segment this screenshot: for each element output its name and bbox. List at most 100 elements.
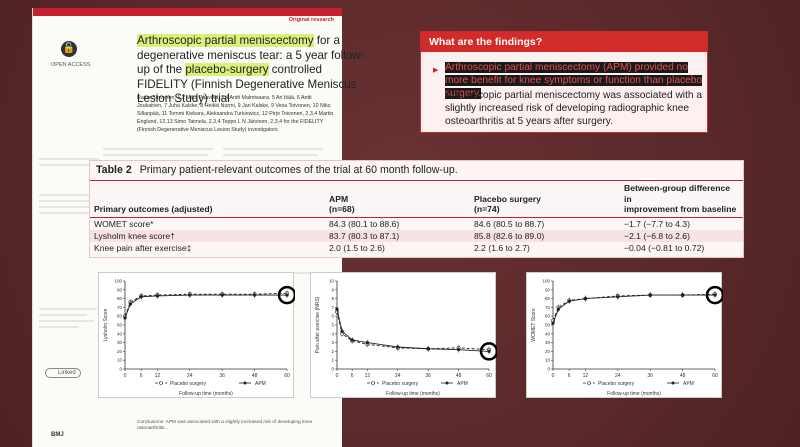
apm-point <box>365 341 369 345</box>
results-table: Primary outcomes (adjusted) APM (n=68) Pl… <box>90 181 743 255</box>
cell-placebo: 85.8 (82.6 to 89.0) <box>470 229 620 242</box>
y-tick-label: 0 <box>547 367 550 372</box>
y-tick-label: 10 <box>545 358 551 363</box>
apm-point <box>487 349 491 353</box>
findings-bullet: Arthroscopic partial meniscectomy (APM) … <box>445 61 707 100</box>
apm-point <box>648 293 652 297</box>
open-access-icon: 🔓 <box>61 41 77 57</box>
table-row: WOMET score* 84.3 (80.1 to 88.6) 84.6 (8… <box>90 217 743 230</box>
y-tick-label: 100 <box>542 279 550 284</box>
apm-point <box>139 295 143 299</box>
y-tick-label: 10 <box>117 358 123 363</box>
apm-point <box>457 348 461 352</box>
apm-point <box>285 293 289 297</box>
legend-apm-marker <box>445 381 449 385</box>
cell-difference: −0.04 (−0.81 to 0.72) <box>620 242 743 255</box>
apm-point <box>155 294 159 298</box>
x-tick-label: 60 <box>712 373 718 379</box>
y-tick-label: 6 <box>331 314 334 319</box>
x-tick-label: 0 <box>552 373 555 379</box>
title-part-1: Arthroscopic partial meniscectomy <box>137 34 314 47</box>
x-tick-label: 24 <box>187 373 193 379</box>
y-axis-label: Lysholm Score <box>103 308 109 341</box>
article-kicker: Original research <box>288 17 334 23</box>
findings-paragraph: Arthroscopic partial meniscectomy was as… <box>445 90 703 127</box>
apm-series-line <box>124 294 287 319</box>
x-tick-label: 12 <box>583 373 589 379</box>
col-header-outcome: Primary outcomes (adjusted) <box>90 181 325 218</box>
x-tick-label: 36 <box>647 373 653 379</box>
cell-placebo: 2.2 (1.6 to 2.7) <box>470 242 620 255</box>
cell-difference: −1.7 (−7.7 to 4.3) <box>620 217 743 230</box>
legend-placebo-label: Placebo surgery <box>598 381 635 387</box>
bullet-arrow-icon: ▶ <box>433 67 439 74</box>
legend-placebo-marker <box>159 381 163 385</box>
apm-point <box>567 299 571 303</box>
lysholm-chart-panel: 0 10 20 30 40 50 60 70 80 90 100 0 6 12 24 36 48 60 Follow… <box>98 272 297 398</box>
y-tick-label: 4 <box>331 331 334 336</box>
apm-point <box>188 293 192 297</box>
cell-difference: −2.1 (−6.8 to 2.6) <box>620 229 743 242</box>
legend-apm-marker <box>671 381 675 385</box>
article-title: Arthroscopic partial meniscectomy for a … <box>137 34 367 107</box>
womet-chart: 0 10 20 30 40 50 60 70 80 90 100 0 6 12 24 36 48 60 Follow… <box>531 279 725 397</box>
x-tick-label: 12 <box>365 373 371 379</box>
table-caption-text: Primary patient-relevant outcomes of the… <box>139 164 458 176</box>
legend-placebo-marker <box>587 381 591 385</box>
y-tick-label: 30 <box>545 340 551 345</box>
y-tick-label: 70 <box>545 305 551 310</box>
paper-topbar <box>33 8 342 16</box>
apm-point <box>551 321 555 325</box>
pain-chart-panel: 0 1 2 3 4 5 6 7 8 9 10 0 6 12 24 36 48 60 Follow-up time (… <box>310 272 499 398</box>
paper-footer-text: Conclusions: APM was associated with a s… <box>137 420 313 431</box>
y-tick-label: 40 <box>545 331 551 336</box>
apm-point <box>583 297 587 301</box>
apm-point <box>220 293 224 297</box>
y-tick-label: 1 <box>331 358 334 363</box>
table-row: Knee pain after exercise‡ 2.0 (1.5 to 2.… <box>90 242 743 255</box>
lysholm-chart: 0 10 20 30 40 50 60 70 80 90 100 0 6 12 24 36 48 60 Follow… <box>103 279 297 397</box>
cell-apm: 2.0 (1.5 to 2.6) <box>325 242 470 255</box>
y-tick-label: 3 <box>331 340 334 345</box>
apm-point <box>350 338 354 342</box>
y-tick-label: 0 <box>331 367 334 372</box>
x-tick-label: 6 <box>568 373 571 379</box>
legend-placebo-label: Placebo surgery <box>382 381 419 387</box>
apm-point <box>123 316 127 320</box>
table-label: Table 2 <box>96 164 132 176</box>
x-tick-label: 24 <box>395 373 401 379</box>
y-tick-label: 20 <box>117 349 123 354</box>
legend-apm-marker <box>243 381 247 385</box>
y-tick-label: 7 <box>331 305 334 310</box>
y-tick-label: 100 <box>114 279 122 284</box>
placebo-series-line <box>336 311 490 351</box>
y-tick-label: 70 <box>117 305 123 310</box>
x-axis-label: Follow-up time (months) <box>607 391 661 397</box>
placebo-series-line <box>124 292 288 317</box>
apm-point <box>340 329 344 333</box>
x-tick-label: 48 <box>680 373 686 379</box>
x-tick-label: 36 <box>425 373 431 379</box>
womet-chart-panel: 0 10 20 30 40 50 60 70 80 90 100 0 6 12 24 36 48 60 Follow… <box>526 272 725 398</box>
y-tick-label: 50 <box>545 323 551 328</box>
y-tick-label: 30 <box>117 340 123 345</box>
x-tick-label: 0 <box>124 373 127 379</box>
legend-placebo-label: Placebo surgery <box>170 381 207 387</box>
x-axis-label: Follow-up time (months) <box>386 391 440 397</box>
apm-series-line <box>336 309 490 352</box>
title-part-2: for a degenerative meniscus tear: a 5 ye… <box>137 34 365 76</box>
publisher-logo: BMJ <box>51 432 64 438</box>
linked-badge[interactable]: Linked <box>45 368 81 378</box>
y-tick-label: 80 <box>545 296 551 301</box>
x-tick-label: 0 <box>336 373 339 379</box>
findings-box: What are the findings? ▶ Arthroscopic pa… <box>420 31 708 133</box>
apm-point <box>396 345 400 349</box>
y-axis-label: WOMET Score <box>531 308 537 342</box>
y-tick-label: 90 <box>117 287 123 292</box>
linked-label: Linked <box>58 370 76 376</box>
apm-point <box>128 302 132 306</box>
y-tick-label: 60 <box>545 314 551 319</box>
y-tick-label: 60 <box>117 314 123 319</box>
cell-outcome: Lysholm knee score† <box>90 229 325 242</box>
